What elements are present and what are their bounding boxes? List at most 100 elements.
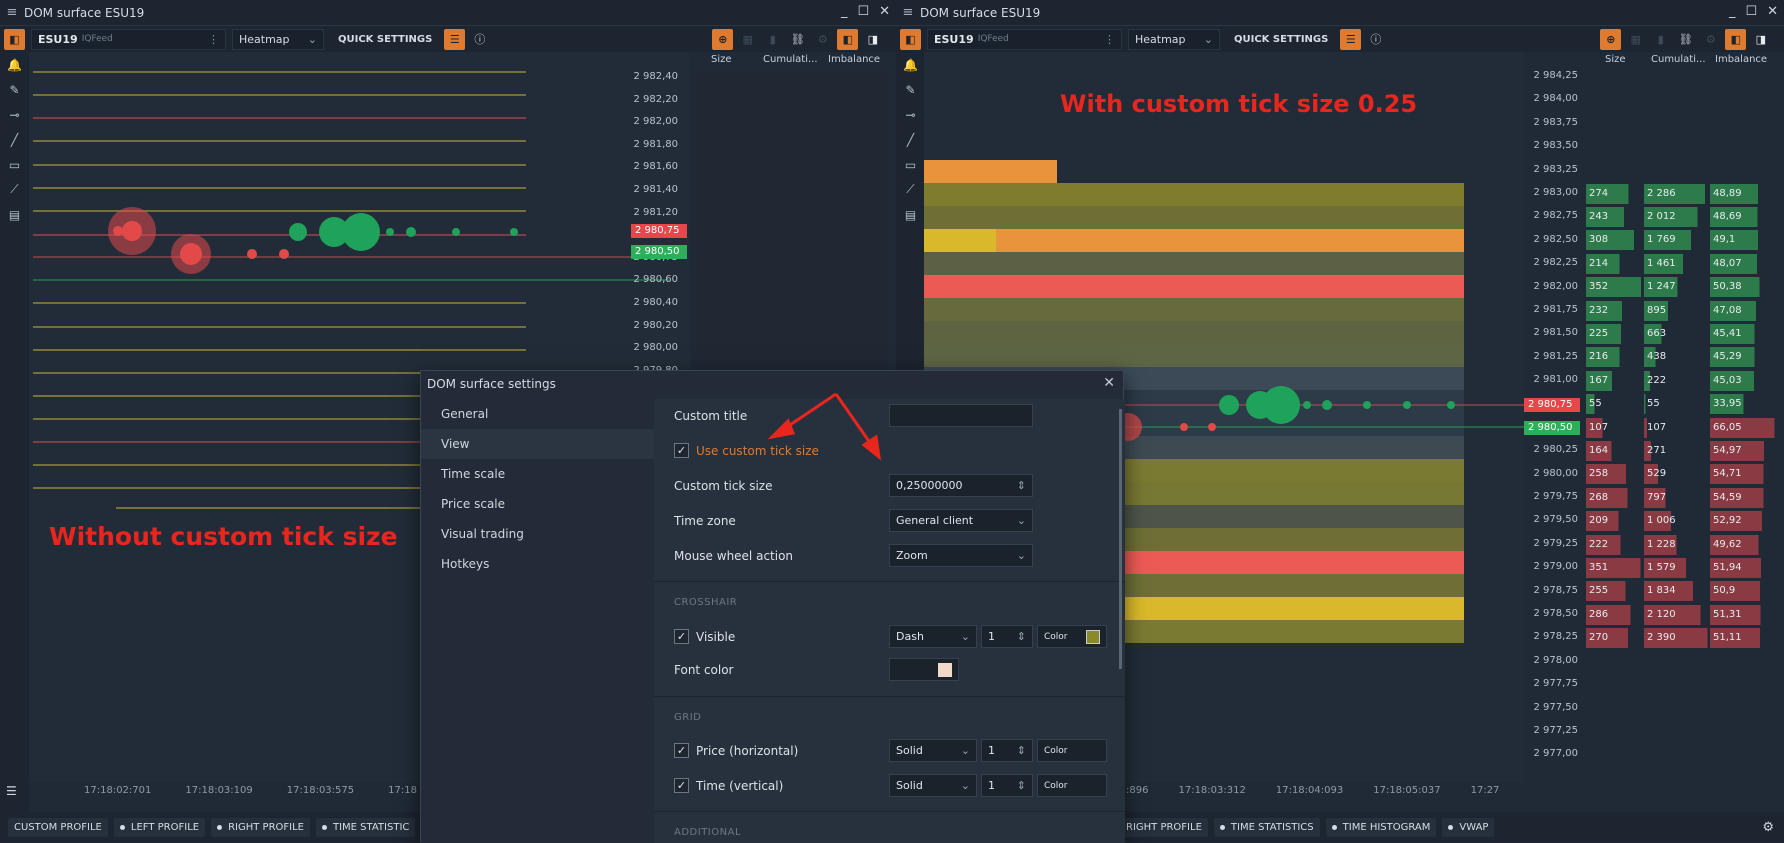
minimize-icon[interactable]: _ — [840, 4, 848, 19]
dom-row[interactable]: 274 2 286 48,89 — [1586, 182, 1782, 205]
ruler-icon[interactable]: ⟋ — [906, 182, 915, 196]
search-zoom-icon[interactable]: ⊕ — [1600, 28, 1622, 50]
left-panel-icon[interactable]: ◧ — [1725, 28, 1747, 50]
nav-hotkeys[interactable]: Hotkeys — [441, 557, 490, 571]
more-icon[interactable]: ⋮ — [208, 32, 219, 46]
dom-row[interactable]: 225 663 45,41 — [1586, 322, 1782, 345]
minimize-icon[interactable]: _ — [1728, 4, 1736, 19]
dom-row[interactable]: 268 797 54,59 — [1586, 486, 1782, 509]
tab-time-statistic[interactable]: TIME STATISTIC — [316, 817, 416, 837]
dom-row[interactable]: 214 1 461 48,07 — [1586, 252, 1782, 275]
instrument-selector[interactable]: ESU19 IQFeed ⋮ — [31, 28, 226, 50]
close-icon[interactable]: ✕ — [879, 4, 890, 19]
binoculars-icon[interactable]: ⛓ — [1678, 32, 1693, 46]
nav-time-scale[interactable]: Time scale — [441, 467, 506, 481]
nav-visual-trading[interactable]: Visual trading — [441, 527, 524, 541]
price-horizontal-checkbox[interactable]: ✓ — [674, 743, 689, 758]
settings-sliders-icon[interactable]: ☰ — [1340, 28, 1362, 50]
dom-row[interactable]: 232 895 47,08 — [1586, 299, 1782, 322]
layers-icon[interactable]: ▤ — [8, 207, 21, 222]
ruler-icon[interactable]: ⟋ — [10, 182, 19, 196]
crosshair-width-stepper[interactable]: 1 ⇕ — [981, 625, 1033, 648]
dom-row[interactable]: 255 1 834 50,9 — [1586, 580, 1782, 603]
right-panel-icon[interactable]: ◨ — [867, 32, 879, 46]
layers-icon[interactable]: ▤ — [904, 207, 917, 222]
crosshair-style-select[interactable]: Dash ⌄ — [889, 625, 977, 648]
panel-toggle-icon[interactable]: ◧ — [4, 28, 25, 50]
close-icon[interactable]: ✕ — [1767, 4, 1778, 19]
tab-vwap[interactable]: VWAP — [1442, 817, 1495, 837]
settings-sliders-icon[interactable]: ☰ — [444, 28, 466, 50]
gear-icon[interactable]: ⚙ — [1762, 819, 1774, 835]
dom-row[interactable]: 222 1 228 49,62 — [1586, 533, 1782, 556]
tab-right-profile[interactable]: RIGHT PROFILE — [1120, 817, 1208, 837]
custom-title-input[interactable] — [889, 404, 1033, 427]
dom-row[interactable]: 164 271 54,97 — [1586, 439, 1782, 462]
grid-icon[interactable]: ▦ — [742, 32, 754, 46]
dom-row[interactable]: 270 2 390 51,11 — [1586, 626, 1782, 649]
dom-row[interactable]: 216 438 45,29 — [1586, 346, 1782, 369]
tab-custom-profile[interactable]: CUSTOM PROFILE — [8, 817, 108, 837]
custom-tick-input[interactable]: 0,25000000 ⇕ — [889, 474, 1033, 497]
line-icon[interactable]: ╱ — [10, 132, 19, 147]
quick-settings-button[interactable]: QUICK SETTINGS — [1226, 28, 1337, 50]
time-grid-width-stepper[interactable]: 1 ⇕ — [981, 774, 1033, 797]
line-icon[interactable]: ╱ — [906, 132, 915, 147]
tab-time-statistics[interactable]: TIME STATISTICS — [1213, 817, 1320, 837]
tab-time-histogram[interactable]: TIME HISTOGRAM — [1325, 817, 1437, 837]
hline-icon[interactable]: ⊸ — [9, 107, 20, 122]
time-zone-select[interactable]: General client ⌄ — [889, 509, 1033, 532]
mode-select[interactable]: Heatmap ⌄ — [1128, 28, 1220, 50]
dom-row[interactable]: 167 222 45,03 — [1586, 369, 1782, 392]
dom-row[interactable]: 107 107 66,05 — [1586, 416, 1782, 439]
nav-general[interactable]: General — [441, 407, 489, 421]
maximize-icon[interactable]: ☐ — [857, 4, 870, 19]
instrument-selector[interactable]: ESU19 IQFeed ⋮ — [927, 28, 1122, 50]
gear-icon[interactable]: ⚙ — [1705, 32, 1716, 46]
mode-select[interactable]: Heatmap ⌄ — [232, 28, 324, 50]
dom-row[interactable]: 243 2 012 48,69 — [1586, 205, 1782, 228]
price-grid-color-picker[interactable]: Color — [1037, 739, 1107, 762]
scrollbar[interactable] — [1119, 409, 1122, 669]
left-panel-icon[interactable]: ◧ — [837, 28, 859, 50]
time-grid-style-select[interactable]: Solid ⌄ — [889, 774, 977, 797]
dom-row[interactable]: 308 1 769 49,1 — [1586, 229, 1782, 252]
menu-icon[interactable]: ≡ — [902, 5, 914, 20]
stepper-icon[interactable]: ⇕ — [1016, 479, 1026, 492]
nav-price-scale[interactable]: Price scale — [441, 497, 506, 511]
hline-icon[interactable]: ⊸ — [905, 107, 916, 122]
panel-toggle-icon[interactable]: ◧ — [900, 28, 921, 50]
grid-icon[interactable]: ▦ — [1630, 32, 1642, 46]
pencil-icon[interactable]: ✎ — [905, 82, 916, 97]
bell-icon[interactable]: 🔔 — [7, 57, 22, 72]
close-icon[interactable]: ✕ — [1103, 375, 1115, 391]
time-vertical-checkbox[interactable]: ✓ — [674, 778, 689, 793]
use-custom-tick-checkbox[interactable]: ✓ — [674, 443, 689, 458]
list-icon[interactable]: ☰ — [6, 784, 17, 798]
dom-row[interactable]: 286 2 120 51,31 — [1586, 603, 1782, 626]
binoculars-icon[interactable]: ⛓ — [790, 32, 805, 46]
dom-row[interactable]: 258 529 54,71 — [1586, 463, 1782, 486]
crosshair-color-picker[interactable]: Color — [1037, 625, 1107, 648]
mouse-wheel-select[interactable]: Zoom ⌄ — [889, 544, 1033, 567]
dom-row[interactable]: 55 55 33,95 — [1586, 393, 1782, 416]
dom-row[interactable]: 351 1 579 51,94 — [1586, 556, 1782, 579]
bell-icon[interactable]: 🔔 — [903, 57, 918, 72]
search-zoom-icon[interactable]: ⊕ — [712, 28, 734, 50]
time-grid-color-picker[interactable]: Color — [1037, 774, 1107, 797]
dom-row[interactable]: 209 1 006 52,92 — [1586, 509, 1782, 532]
menu-icon[interactable]: ≡ — [6, 5, 18, 20]
price-grid-width-stepper[interactable]: 1 ⇕ — [981, 739, 1033, 762]
nav-view[interactable]: View — [421, 429, 654, 459]
maximize-icon[interactable]: ☐ — [1745, 4, 1758, 19]
pencil-icon[interactable]: ✎ — [9, 82, 20, 97]
info-icon[interactable]: ⓘ — [474, 33, 486, 46]
rect-icon[interactable]: ▭ — [904, 157, 917, 172]
gear-icon[interactable]: ⚙ — [817, 32, 828, 46]
more-icon[interactable]: ⋮ — [1104, 32, 1115, 46]
tab-right-profile[interactable]: RIGHT PROFILE — [211, 817, 310, 837]
rect-icon[interactable]: ▭ — [8, 157, 21, 172]
info-icon[interactable]: ⓘ — [1370, 33, 1382, 46]
trash-icon[interactable]: ▮ — [769, 32, 776, 46]
dom-row[interactable]: 352 1 247 50,38 — [1586, 276, 1782, 299]
